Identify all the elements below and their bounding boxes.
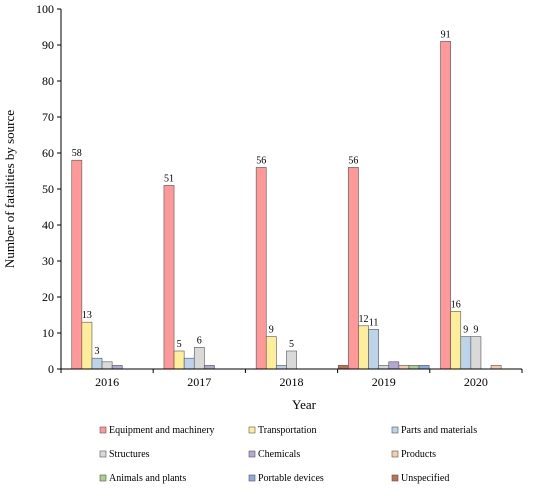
- y-tick-label: 50: [42, 182, 54, 196]
- bar-structures-2016: [101, 361, 113, 370]
- x-tick-label: 2017: [187, 375, 211, 389]
- legend-item: Transportation: [248, 425, 317, 436]
- legend-item: Portable devices: [248, 473, 324, 484]
- data-label: 51: [164, 173, 174, 184]
- bar-equipment-and-machinery-2020: [440, 41, 451, 370]
- legend-item: Animals and plants: [99, 473, 186, 484]
- legend-item: Unspecified: [391, 473, 449, 484]
- legend-label: Parts and materials: [401, 425, 477, 436]
- data-label: 9: [269, 325, 274, 336]
- bar-transportation-2019: [358, 325, 369, 370]
- data-label: 12: [359, 314, 369, 325]
- data-label: 6: [197, 335, 202, 346]
- legend-item: Parts and materials: [391, 425, 477, 436]
- legend-label: Unspecified: [401, 473, 449, 484]
- data-label: 58: [72, 148, 82, 159]
- x-axis-title: Year: [292, 397, 317, 412]
- data-label: 5: [289, 339, 294, 350]
- bar-equipment-and-machinery-2016: [71, 159, 83, 370]
- legend-swatch: [99, 450, 107, 458]
- legend-swatch: [248, 450, 256, 458]
- bar-structures-2018: [286, 350, 297, 370]
- y-tick-label: 10: [42, 326, 54, 340]
- bars: [71, 41, 502, 370]
- bar-structures-2019: [378, 365, 390, 370]
- bar-animals-and-plants-2019: [408, 365, 420, 370]
- y-tick-label: 70: [42, 110, 54, 124]
- legend-item: Structures: [99, 449, 150, 460]
- bar-chemicals-2019: [388, 361, 400, 370]
- data-label: 9: [473, 325, 478, 336]
- bar-products-2019: [398, 365, 410, 370]
- bar-unspecified-2019: [337, 365, 349, 370]
- legend-swatch: [391, 426, 399, 434]
- bar-transportation-2018: [265, 336, 277, 370]
- legend-label: Equipment and machinery: [109, 425, 215, 436]
- data-label: 5: [177, 339, 182, 350]
- bar-parts-and-materials-2018: [276, 365, 287, 370]
- data-label: 56: [256, 155, 266, 166]
- x-tick-label: 2018: [280, 375, 304, 389]
- y-tick-label: 40: [42, 218, 54, 232]
- legend-label: Products: [401, 449, 436, 460]
- y-tick-label: 60: [42, 146, 54, 160]
- data-label: 91: [441, 29, 451, 40]
- bar-parts-and-materials-2016: [91, 357, 103, 370]
- bar-parts-and-materials-2019: [368, 329, 379, 370]
- x-tick-label: 2016: [95, 375, 119, 389]
- data-label: 13: [82, 310, 92, 321]
- bar-equipment-and-machinery-2017: [163, 185, 175, 370]
- legend-swatch: [248, 426, 256, 434]
- legend-label: Structures: [109, 449, 150, 460]
- bar-transportation-2017: [173, 350, 185, 370]
- y-axis-ticks: 0 10 20 30 40 50 60 70 80 90 100: [36, 2, 61, 376]
- data-label: 11: [369, 317, 379, 328]
- bar-portable-devices-2019: [418, 365, 430, 370]
- bar-transportation-2020: [450, 311, 462, 370]
- legend-swatch: [99, 474, 107, 482]
- x-tick-label: 2019: [372, 375, 396, 389]
- legend-item: Chemicals: [248, 449, 300, 460]
- y-tick-label: 0: [48, 362, 54, 376]
- y-tick-label: 30: [42, 254, 54, 268]
- y-axis-title: Number of fatalities by source: [2, 110, 17, 268]
- y-tick-label: 100: [36, 2, 54, 16]
- legend-swatch: [248, 474, 256, 482]
- legend-swatch: [391, 474, 399, 482]
- bar-equipment-and-machinery-2018: [255, 167, 267, 370]
- legend-swatch: [99, 426, 107, 434]
- legend-label: Animals and plants: [109, 473, 186, 484]
- legend-item: Equipment and machinery: [99, 425, 215, 436]
- legend: Equipment and machinery Transportation Par…: [99, 425, 477, 484]
- bar-chemicals-2016: [111, 365, 123, 370]
- data-label: 16: [451, 299, 461, 310]
- legend-label: Chemicals: [258, 449, 300, 460]
- bar-equipment-and-machinery-2019: [348, 167, 359, 370]
- x-tick-label: 2020: [464, 375, 488, 389]
- bar-parts-and-materials-2017: [183, 357, 195, 370]
- data-label: 56: [348, 155, 358, 166]
- y-tick-label: 90: [42, 38, 54, 52]
- bar-structures-2017: [193, 347, 205, 370]
- legend-label: Portable devices: [258, 473, 324, 484]
- y-tick-label: 20: [42, 290, 54, 304]
- bar-structures-2020: [470, 336, 482, 370]
- y-tick-label: 80: [42, 74, 54, 88]
- bar-parts-and-materials-2020: [460, 336, 472, 370]
- bar-chemicals-2017: [204, 365, 215, 370]
- bar-transportation-2016: [81, 321, 93, 370]
- data-label: 3: [95, 346, 100, 357]
- data-label: 9: [463, 325, 468, 336]
- bar-products-2020: [490, 365, 502, 370]
- x-axis-ticks: 2016 2017 2018 2019 2020: [60, 369, 523, 389]
- legend-label: Transportation: [258, 425, 317, 436]
- legend-item: Products: [391, 449, 436, 460]
- legend-swatch: [391, 450, 399, 458]
